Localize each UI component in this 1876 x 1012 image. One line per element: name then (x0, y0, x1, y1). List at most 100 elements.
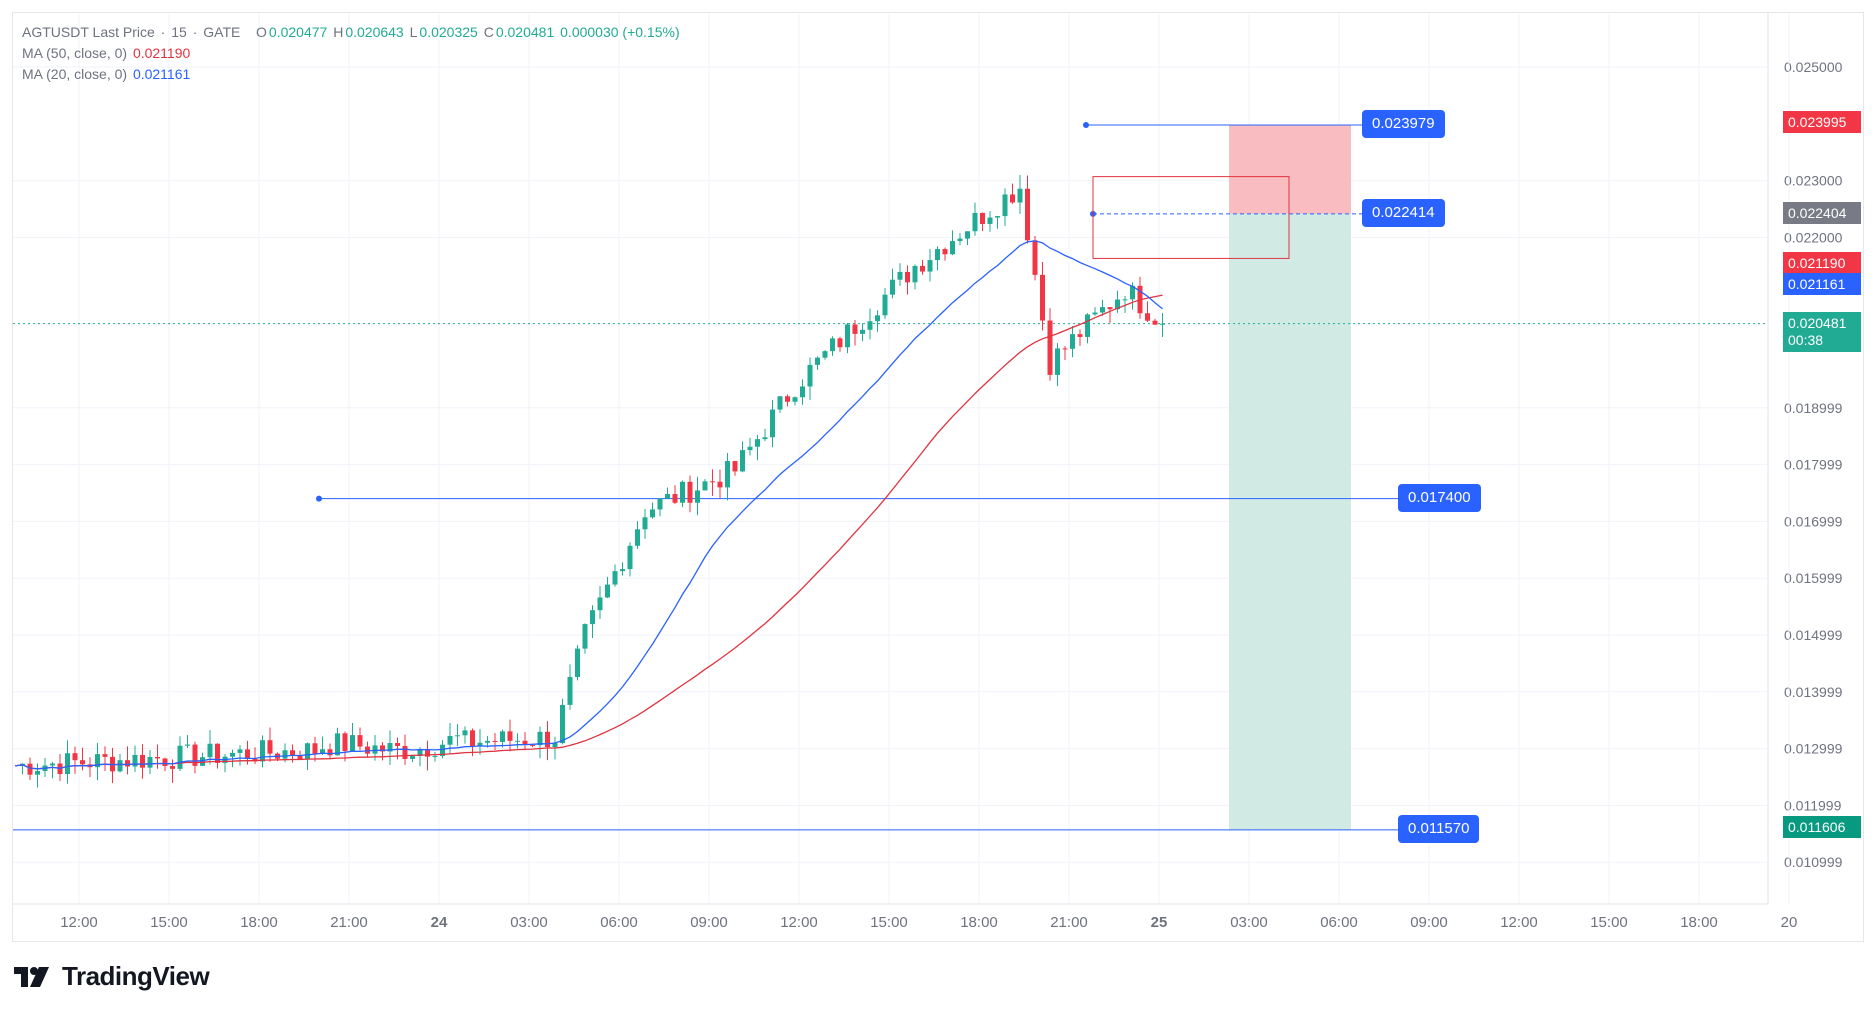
candle-body (950, 241, 955, 255)
time-axis-tick-label: 15:00 (150, 914, 188, 931)
chart-canvas[interactable]: 0.025000 0.023000 0.022000 0.018999 0.017999… (13, 13, 1865, 943)
candle-body (1062, 348, 1068, 350)
symbol-name[interactable]: AGTUSDT Last Price (22, 24, 155, 40)
ma20-legend[interactable]: MA (20, close, 0) 0.021161 (22, 66, 192, 82)
candle-body (402, 745, 408, 759)
candle-body (1010, 194, 1015, 203)
candle-body (492, 740, 498, 742)
candle-body (875, 315, 880, 322)
chart-frame[interactable]: 0.025000 0.023000 0.022000 0.018999 0.017999… (12, 12, 1864, 942)
candle-body (657, 498, 663, 510)
price-axis-tick-label: 0.023000 (1784, 173, 1843, 189)
time-axis-tick-label: 12:00 (60, 914, 98, 931)
candle-body (425, 749, 430, 757)
price-axis-tick-label: 0.014999 (1784, 627, 1843, 643)
support-line-anchor[interactable] (316, 495, 322, 502)
interval-label[interactable]: 15 (171, 24, 187, 40)
time-axis-tick-label: 24 (431, 914, 448, 931)
take-profit-zone[interactable] (1229, 213, 1351, 830)
candle-body (282, 750, 288, 759)
time-axis-tick-label: 25 (1151, 914, 1168, 931)
candle-body (852, 324, 858, 334)
candle-body (350, 735, 355, 752)
time-axis-tick-label: 20 (1781, 914, 1798, 931)
candle-body (1055, 348, 1060, 375)
candle-body (665, 494, 670, 499)
candle-body (132, 754, 138, 767)
tradingview-brand[interactable]: TradingView (14, 961, 210, 992)
exchange-label: GATE (203, 24, 241, 40)
candle-body (957, 238, 963, 242)
candle-body (567, 676, 573, 705)
entry-line-label[interactable]: 0.022414 (1362, 199, 1445, 227)
candle-body (732, 461, 738, 472)
bar-countdown: 00:38 (1788, 332, 1824, 348)
candle-body (1032, 240, 1038, 275)
candle-body (447, 736, 453, 745)
last-price-value: 0.020481 (1788, 315, 1847, 331)
candle-body (792, 397, 798, 402)
candle-body (387, 743, 393, 752)
price-axis-tick-label: 0.025000 (1784, 59, 1843, 75)
price-axis-tick-label: 0.011999 (1784, 797, 1842, 813)
candle-body (80, 760, 85, 765)
candle-body (230, 752, 235, 757)
time-axis-tick-label: 15:00 (1590, 914, 1628, 931)
candle-body (245, 749, 250, 760)
candle-body (987, 217, 993, 224)
candle-body (335, 733, 340, 756)
price-axis-tick-label: 0.012999 (1784, 741, 1843, 757)
candle-body (590, 610, 595, 625)
candle-body (522, 740, 528, 745)
candle-body (702, 481, 708, 491)
candle-body (860, 329, 865, 334)
candle-body (470, 730, 475, 747)
price-axis-tick-label: 0.017999 (1784, 457, 1843, 473)
candle-body (320, 749, 325, 754)
ma20-line[interactable] (14, 240, 1163, 770)
stop-loss-zone[interactable] (1229, 124, 1351, 214)
candle-body (485, 740, 490, 743)
low-value: 0.020325 (419, 24, 478, 40)
top-line-label[interactable]: 0.023979 (1362, 110, 1445, 138)
price-axis-tick-label: 0.015999 (1784, 570, 1843, 586)
candle-body (867, 321, 873, 330)
time-axis-tick-label: 06:00 (600, 914, 638, 931)
candle-body (372, 745, 378, 754)
price-axis-tick-label: 0.010999 (1784, 854, 1843, 870)
candle-body (972, 212, 978, 232)
candle-body (440, 744, 445, 756)
support-line-label[interactable]: 0.017400 (1398, 484, 1481, 512)
ohlc-legend: AGTUSDT Last Price · 15 · GATE O 0.020477… (22, 24, 680, 40)
candle-body (65, 753, 70, 775)
close-value: 0.020481 (495, 24, 555, 40)
candle-body (890, 279, 895, 295)
open-value: 0.020477 (268, 24, 328, 40)
target-line-label[interactable]: 0.011570 (1398, 815, 1480, 843)
candle-body (1100, 307, 1105, 313)
ma50-legend[interactable]: MA (50, close, 0) 0.021190 (22, 45, 192, 61)
candle-body (1092, 312, 1098, 315)
candle-body (1160, 323, 1165, 325)
brand-name: TradingView (62, 961, 210, 991)
candle-body (815, 357, 820, 365)
candle-body (830, 338, 835, 352)
candle-body (1070, 334, 1075, 349)
candle-body (35, 771, 40, 775)
candle-body (305, 743, 310, 760)
candle-body (1025, 188, 1030, 241)
time-axis-tick-label: 12:00 (780, 914, 818, 931)
candle-body (1145, 313, 1150, 321)
candle-body (1077, 334, 1083, 337)
red-rectangle-drawing[interactable] (1092, 176, 1290, 259)
candle-body (777, 396, 783, 410)
candle-body (1122, 299, 1128, 301)
candle-body (207, 743, 213, 758)
candle-body (500, 731, 505, 742)
top-line-anchor[interactable] (1083, 121, 1089, 128)
ma20-price-tag: 0.021161 (1783, 273, 1861, 295)
candle-body (980, 212, 985, 224)
candle-body (1002, 194, 1008, 217)
candle-body (672, 494, 678, 503)
ma50-line[interactable] (14, 294, 1163, 770)
